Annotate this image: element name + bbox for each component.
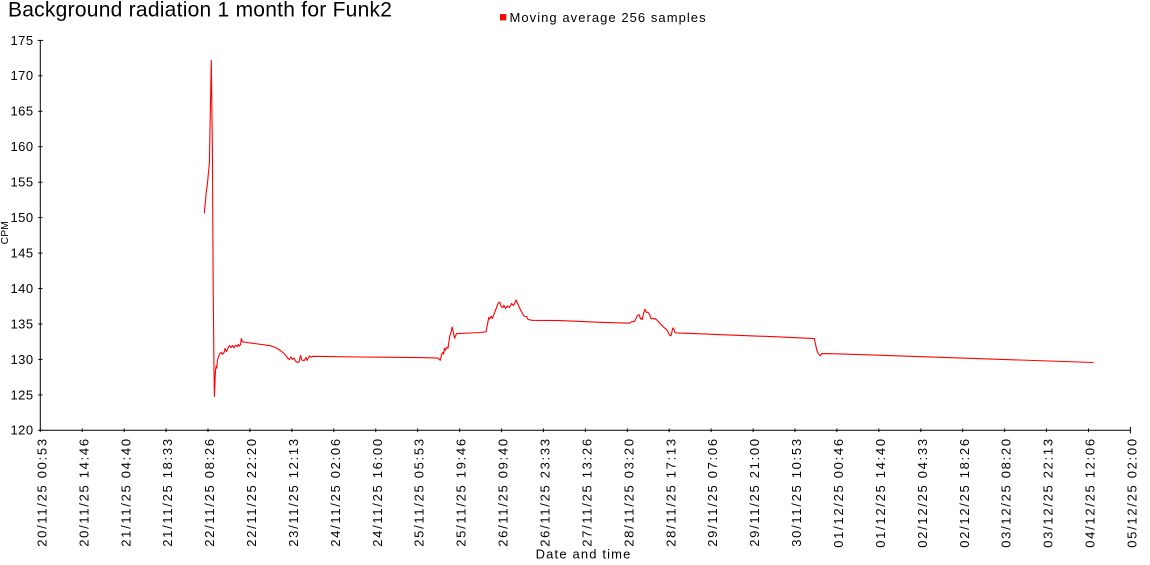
svg-text:02/12/25 04:33: 02/12/25 04:33 [915, 437, 930, 548]
svg-text:140: 140 [10, 281, 33, 296]
svg-text:30/11/25 10:53: 30/11/25 10:53 [789, 437, 804, 547]
svg-text:Date and time: Date and time [536, 546, 632, 560]
svg-text:Background radiation 1 month f: Background radiation 1 month for Funk2 [8, 0, 392, 22]
svg-text:03/12/25 22:13: 03/12/25 22:13 [1041, 437, 1056, 548]
svg-text:125: 125 [10, 387, 33, 402]
svg-text:03/12/25 08:20: 03/12/25 08:20 [999, 437, 1014, 548]
svg-text:28/11/25 17:13: 28/11/25 17:13 [663, 437, 678, 547]
svg-text:170: 170 [10, 68, 33, 83]
svg-text:26/11/25 23:33: 26/11/25 23:33 [538, 437, 553, 547]
svg-text:21/11/25 04:40: 21/11/25 04:40 [118, 437, 133, 547]
svg-text:04/12/25 12:06: 04/12/25 12:06 [1083, 437, 1098, 548]
svg-text:20/11/25 14:46: 20/11/25 14:46 [76, 437, 91, 547]
svg-text:24/11/25 16:00: 24/11/25 16:00 [370, 437, 385, 547]
svg-text:120: 120 [10, 423, 33, 438]
svg-text:02/12/25 18:26: 02/12/25 18:26 [957, 437, 972, 548]
svg-text:150: 150 [10, 210, 33, 225]
svg-text:01/12/25 00:46: 01/12/25 00:46 [831, 437, 846, 548]
svg-text:29/11/25 21:00: 29/11/25 21:00 [747, 437, 762, 547]
svg-text:135: 135 [10, 316, 33, 331]
svg-text:25/11/25 19:46: 25/11/25 19:46 [454, 437, 469, 547]
svg-text:05/12/25 02:00: 05/12/25 02:00 [1125, 437, 1140, 548]
svg-text:21/11/25 18:33: 21/11/25 18:33 [160, 437, 175, 547]
svg-text:Moving average 256 samples: Moving average 256 samples [510, 10, 707, 25]
svg-text:22/11/25 22:20: 22/11/25 22:20 [244, 437, 259, 547]
svg-text:130: 130 [10, 352, 33, 367]
svg-text:01/12/25 14:40: 01/12/25 14:40 [873, 437, 888, 548]
svg-text:CPM: CPM [0, 221, 11, 244]
svg-text:29/11/25 07:06: 29/11/25 07:06 [705, 437, 720, 547]
svg-text:23/11/25 12:13: 23/11/25 12:13 [286, 437, 301, 547]
svg-text:155: 155 [10, 175, 33, 190]
svg-text:145: 145 [10, 246, 33, 261]
svg-text:165: 165 [10, 104, 33, 119]
svg-text:25/11/25 05:53: 25/11/25 05:53 [412, 437, 427, 547]
svg-text:20/11/25 00:53: 20/11/25 00:53 [34, 437, 49, 547]
svg-text:175: 175 [10, 33, 33, 48]
svg-text:26/11/25 09:40: 26/11/25 09:40 [496, 437, 511, 547]
svg-text:24/11/25 02:06: 24/11/25 02:06 [328, 437, 343, 547]
svg-text:28/11/25 03:20: 28/11/25 03:20 [621, 437, 636, 547]
svg-text:22/11/25 08:26: 22/11/25 08:26 [202, 437, 217, 547]
svg-text:160: 160 [10, 139, 33, 154]
svg-text:27/11/25 13:26: 27/11/25 13:26 [580, 437, 595, 547]
